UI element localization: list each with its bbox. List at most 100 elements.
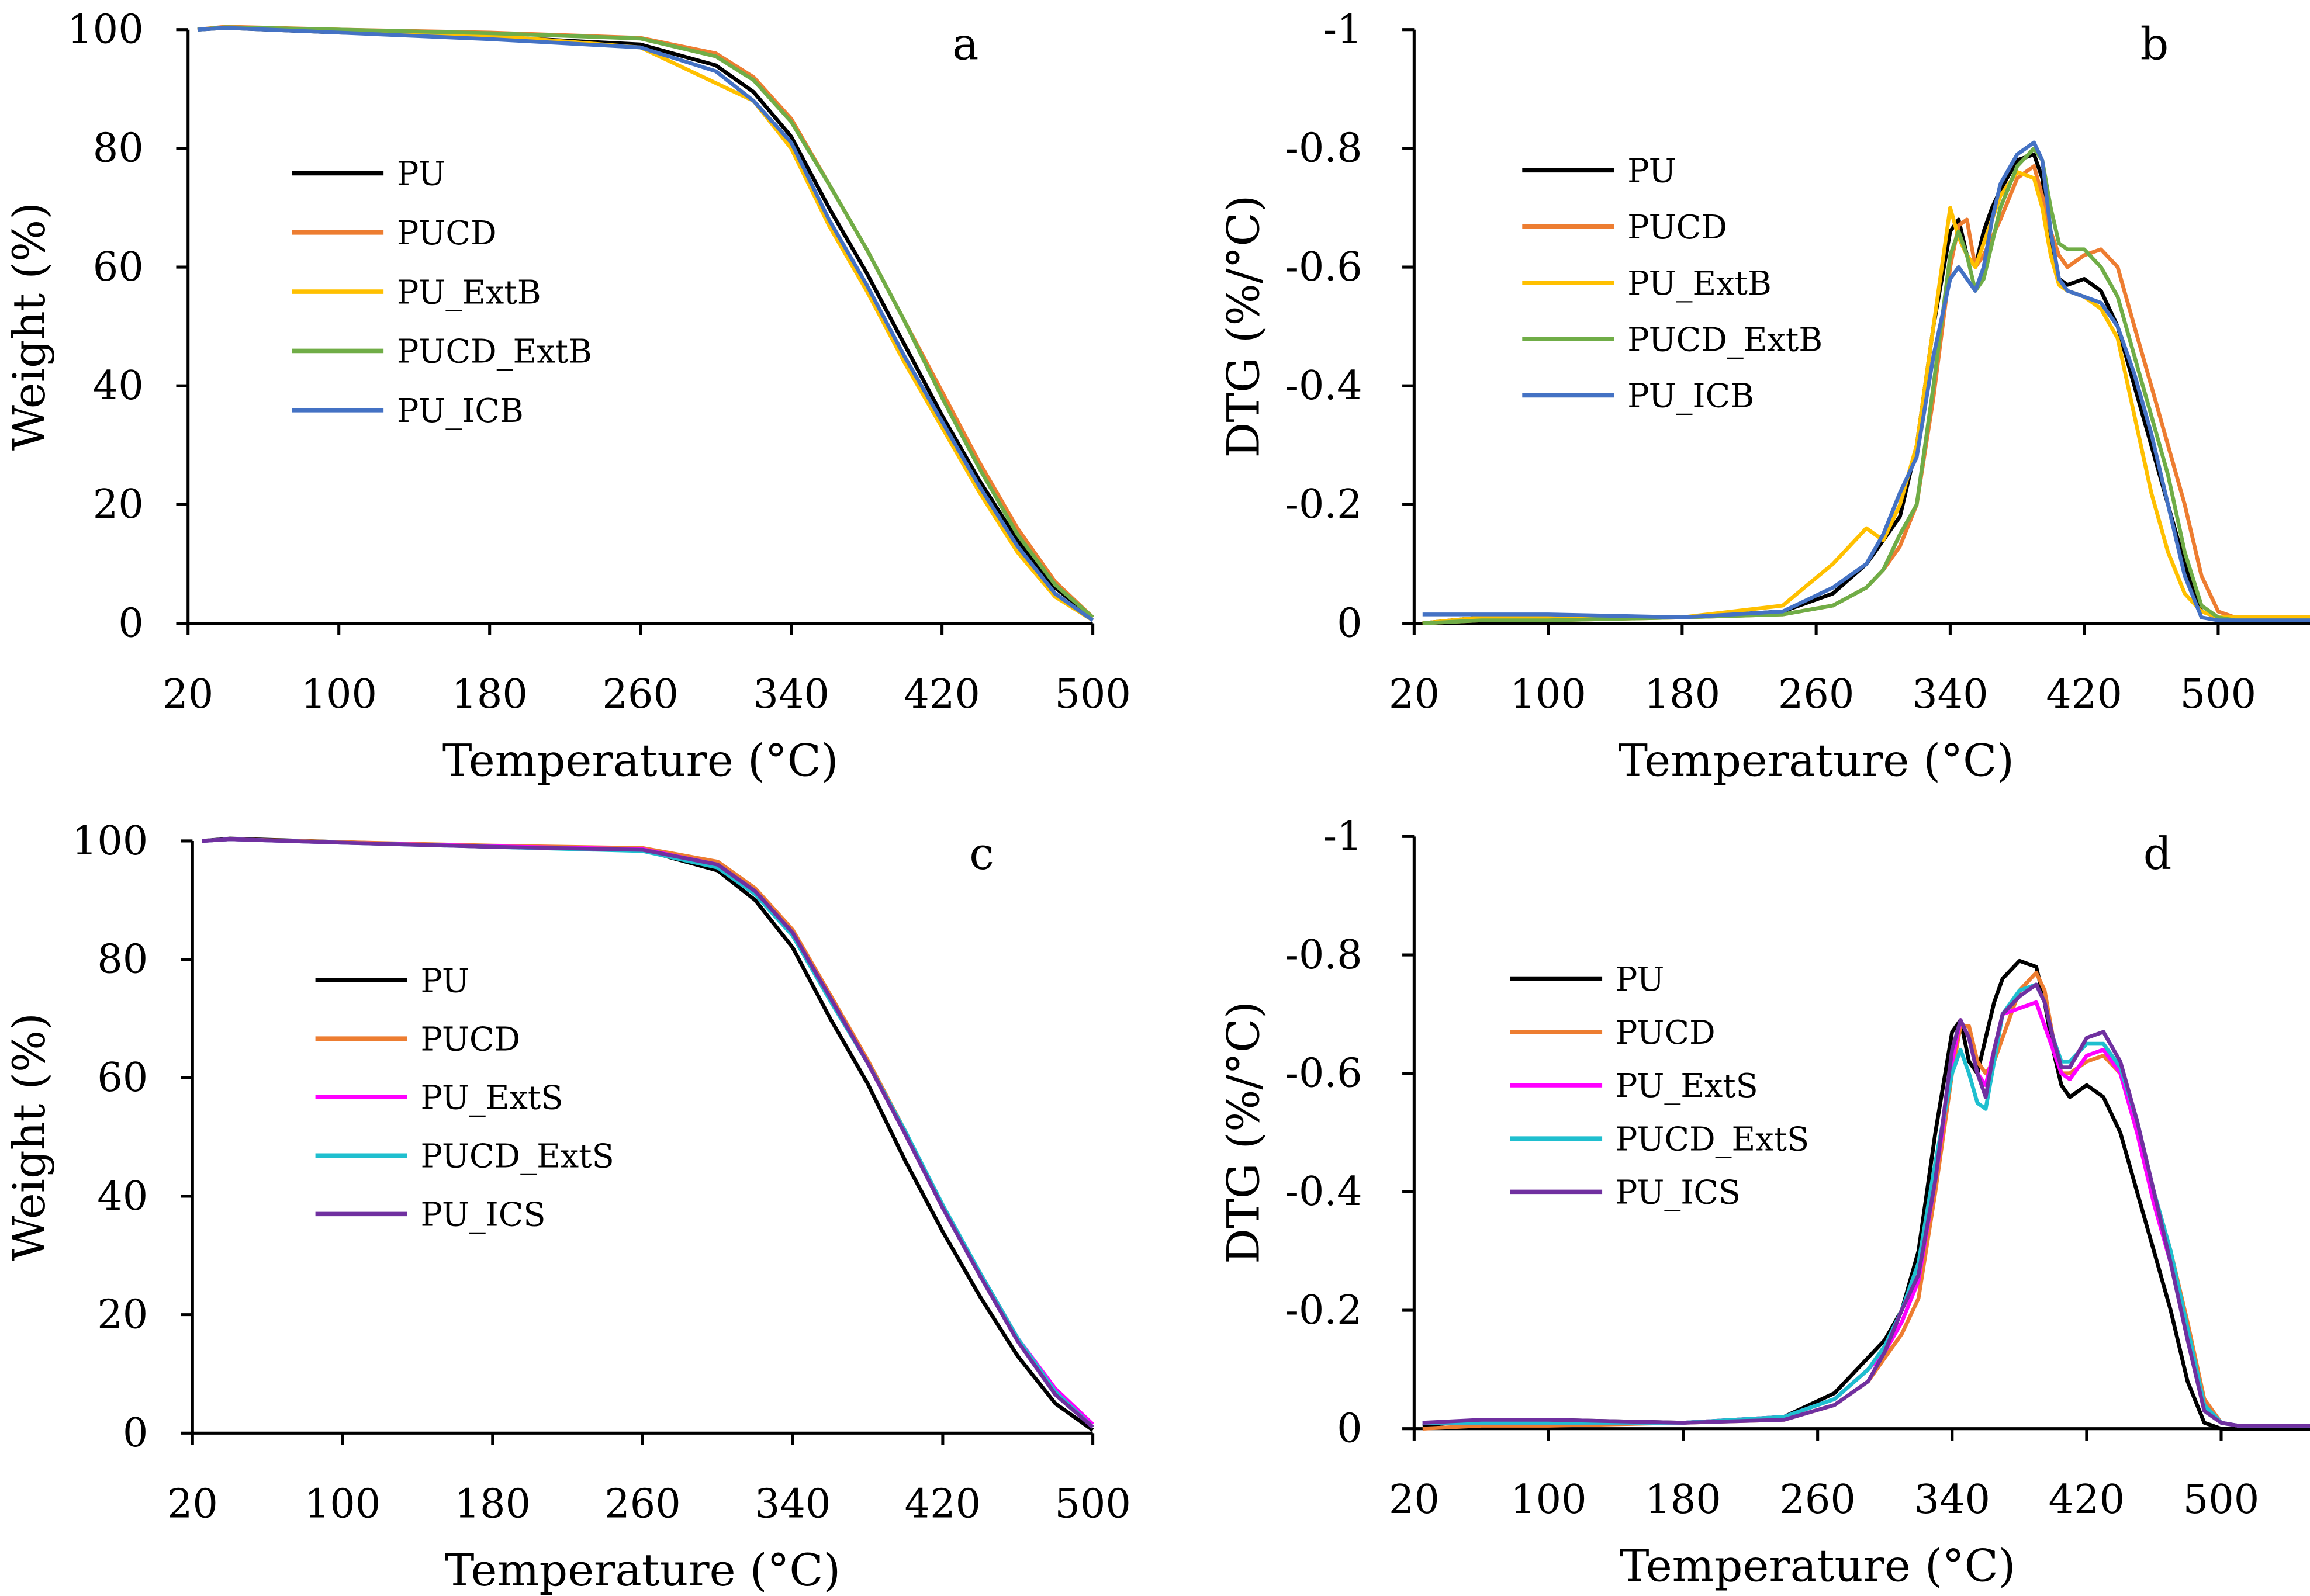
y-axis-title: DTG (%/°C) — [1217, 1001, 1269, 1264]
legend-label: PU_ICS — [1616, 1174, 1741, 1212]
y-tick-label: 40 — [97, 1173, 148, 1220]
y-tick-label: 80 — [97, 936, 148, 982]
panel-letter: d — [2143, 828, 2172, 880]
panel-letter: c — [969, 828, 994, 880]
legend-label: PU_ICB — [1627, 378, 1754, 416]
series-line-pu-icb — [1422, 140, 2310, 622]
x-tick-label: 180 — [451, 671, 528, 718]
y-tick-label: 40 — [93, 363, 144, 409]
legend-label: PUCD_ExtB — [1627, 321, 1823, 359]
y-tick-label: 0 — [1337, 600, 1363, 646]
x-tick-label: 180 — [1645, 1477, 1721, 1523]
series-line-pu-exts — [202, 837, 1094, 1426]
x-tick-label: 20 — [1389, 671, 1440, 718]
legend-label: PUCD — [1627, 209, 1727, 247]
x-axis-title: Temperature (°C) — [442, 735, 839, 787]
legend-label: PU_ICS — [420, 1196, 545, 1234]
y-tick-label: 0 — [1337, 1406, 1363, 1452]
x-tick-label: 420 — [2049, 1477, 2125, 1523]
x-tick-label: 500 — [1054, 671, 1131, 718]
y-tick-label: 80 — [93, 126, 144, 172]
x-tick-label: 500 — [2180, 671, 2257, 718]
panel-c: 20 100 180 260 340 420 500 0 20 40 60 80 100 Temperat… — [3, 818, 1131, 1596]
legend-label: PUCD_ExtS — [1616, 1120, 1809, 1158]
x-tick-label: 20 — [162, 671, 213, 718]
x-tick-label: 340 — [1912, 671, 1989, 718]
x-tick-label: 180 — [454, 1481, 531, 1528]
legend-label: PUCD — [420, 1020, 520, 1058]
x-tick-label: 100 — [1510, 1477, 1587, 1523]
y-axis-title: Weight (%) — [3, 202, 55, 451]
y-tick-label: -0.2 — [1285, 482, 1363, 528]
series-line-pucd — [197, 25, 1094, 619]
x-tick-label: 20 — [1389, 1477, 1440, 1523]
x-tick-label: 100 — [305, 1481, 381, 1528]
legend-label: PUCD_ExtS — [420, 1138, 614, 1176]
legend-label: PU_ExtS — [420, 1079, 563, 1117]
y-tick-label: -0.8 — [1285, 932, 1363, 978]
x-tick-label: 340 — [753, 671, 829, 718]
series-line-pu-extb — [197, 25, 1094, 622]
series-line-pu-ics — [1422, 982, 2310, 1428]
y-axis-title: Weight (%) — [3, 1013, 55, 1261]
x-tick-label: 340 — [755, 1481, 831, 1528]
panel-letter: a — [952, 18, 978, 70]
legend-label: PU — [420, 962, 469, 1000]
y-tick-label: -0.8 — [1285, 126, 1363, 172]
y-tick-label: 60 — [97, 1055, 148, 1101]
y-tick-label: -1 — [1323, 7, 1363, 53]
legend: PU PUCD PU_ExtB PUCD_ExtB PU_ICB — [1522, 153, 1823, 416]
legend-label: PU — [397, 155, 445, 193]
series-line-pu — [202, 836, 1094, 1432]
y-tick-label: 20 — [97, 1292, 148, 1338]
panel-letter: b — [2140, 18, 2169, 70]
legend-label: PUCD_ExtB — [397, 333, 592, 371]
y-tick-label: 20 — [93, 482, 144, 528]
series-line-pucd — [202, 837, 1094, 1429]
series-line-pucd-extb — [197, 25, 1094, 619]
x-tick-label: 20 — [167, 1481, 218, 1528]
y-tick-label: -0.4 — [1285, 1169, 1363, 1215]
x-tick-label: 260 — [1778, 671, 1855, 718]
x-tick-label: 340 — [1914, 1477, 1991, 1523]
legend-label: PU_ExtB — [397, 273, 541, 311]
legend: PU PUCD PU_ExtB PUCD_ExtB PU_ICB — [292, 155, 592, 430]
y-tick-label: -0.4 — [1285, 363, 1363, 409]
x-tick-label: 500 — [2183, 1477, 2260, 1523]
legend-label: PU — [1627, 153, 1676, 191]
legend-label: PUCD — [1616, 1014, 1716, 1052]
x-tick-label: 100 — [1510, 671, 1586, 718]
legend: PU PUCD PU_ExtS PUCD_ExtS PU_ICS — [1510, 961, 1809, 1212]
x-tick-label: 260 — [602, 671, 679, 718]
legend-label: PU_ExtS — [1616, 1067, 1758, 1105]
series-line-pu-extb — [1422, 170, 2310, 625]
y-tick-label: 0 — [123, 1410, 148, 1456]
legend-label: PU_ExtB — [1627, 265, 1772, 303]
y-tick-label: 0 — [118, 600, 144, 646]
x-axis-title: Temperature (°C) — [445, 1544, 841, 1596]
series-line-pu — [1422, 958, 2310, 1431]
panel-d: 20 100 180 260 340 420 500 0 -0.2 -0.4 -0.6 -0.8 -1 T… — [1217, 813, 2310, 1592]
y-tick-label: -0.6 — [1285, 244, 1363, 290]
x-axis-title: Temperature (°C) — [1620, 1540, 2016, 1592]
legend-label: PU — [1616, 961, 1664, 999]
series-line-pucd-extb — [1422, 146, 2310, 625]
x-tick-label: 260 — [604, 1481, 681, 1528]
y-tick-label: -0.6 — [1285, 1051, 1363, 1097]
x-tick-label: 420 — [2046, 671, 2122, 718]
x-axis-title: Temperature (°C) — [1618, 735, 2014, 787]
series-line-pu — [197, 26, 1094, 619]
x-tick-label: 180 — [1644, 671, 1721, 718]
legend: PU PUCD PU_ExtS PUCD_ExtS PU_ICS — [315, 962, 614, 1234]
y-tick-label: -1 — [1323, 813, 1363, 860]
series-line-pu-icb — [197, 26, 1094, 622]
series-line-pucd-exts — [202, 837, 1094, 1429]
y-tick-label: -0.2 — [1285, 1287, 1363, 1334]
series-line-pu-ics — [202, 837, 1094, 1429]
legend-label: PUCD — [397, 214, 497, 252]
panel-a: 20 100 180 260 340 420 500 0 20 40 60 80 100 Temperat… — [3, 7, 1131, 787]
y-tick-label: 60 — [93, 244, 144, 290]
x-tick-label: 420 — [904, 671, 980, 718]
x-tick-label: 260 — [1779, 1477, 1856, 1523]
